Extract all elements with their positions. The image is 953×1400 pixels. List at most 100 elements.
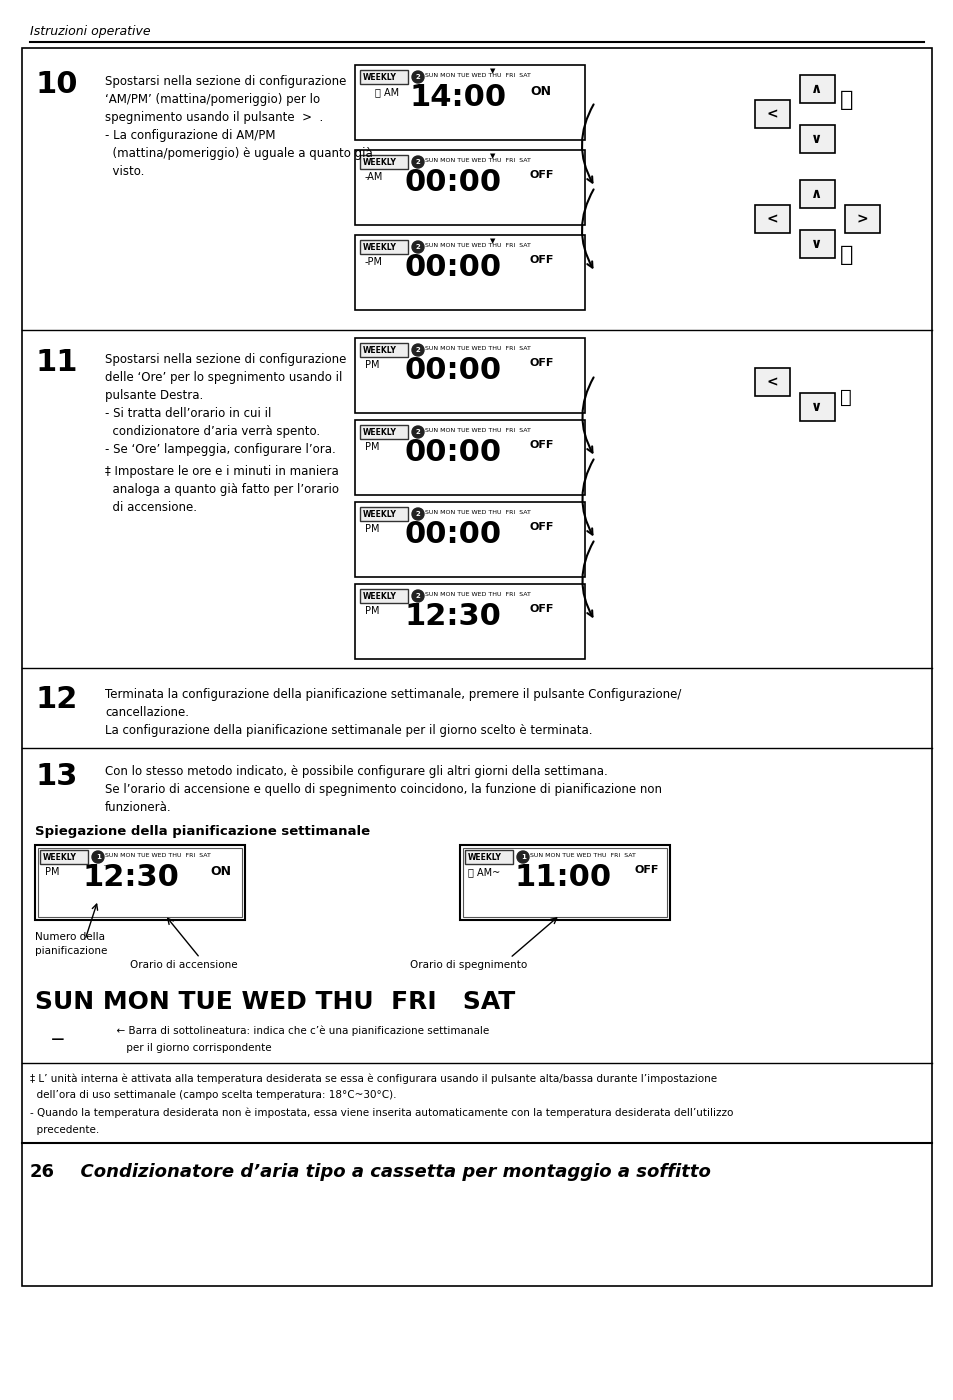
Text: 2: 2 <box>416 74 420 80</box>
Circle shape <box>412 155 423 168</box>
Bar <box>800 125 834 153</box>
Text: SUN MON TUE WED THU  FRI  SAT: SUN MON TUE WED THU FRI SAT <box>424 510 530 515</box>
Text: SUN MON TUE WED THU  FRI  SAT: SUN MON TUE WED THU FRI SAT <box>424 592 530 596</box>
Text: ̲̲̲̲̲: ̲̲̲̲̲ <box>35 1021 64 1040</box>
Text: PM: PM <box>365 606 379 616</box>
Text: Condizionatore d’aria tipo a cassetta per montaggio a soffitto: Condizionatore d’aria tipo a cassetta pe… <box>68 1163 710 1182</box>
Bar <box>754 368 789 396</box>
Text: Terminata la configurazione della pianificazione settimanale, premere il pulsant: Terminata la configurazione della pianif… <box>105 687 680 701</box>
Text: 26: 26 <box>30 1163 55 1182</box>
Text: Con lo stesso metodo indicato, è possibile configurare gli altri giorni della se: Con lo stesso metodo indicato, è possibi… <box>105 764 607 778</box>
Text: WEEKLY: WEEKLY <box>363 244 396 252</box>
Text: di accensione.: di accensione. <box>105 501 196 514</box>
Text: ← Barra di sottolineatura: indica che c’è una pianificazione settimanale: ← Barra di sottolineatura: indica che c’… <box>110 1025 489 1036</box>
Text: Istruzioni operative: Istruzioni operative <box>30 25 151 38</box>
Text: PM: PM <box>365 360 379 370</box>
Text: 12: 12 <box>35 685 77 714</box>
Text: WEEKLY: WEEKLY <box>468 853 501 862</box>
Text: condizionatore d’aria verrà spento.: condizionatore d’aria verrà spento. <box>105 426 320 438</box>
Circle shape <box>412 508 423 519</box>
Text: ∨: ∨ <box>810 400 821 414</box>
Text: SUN MON TUE WED THU  FRI  SAT: SUN MON TUE WED THU FRI SAT <box>530 853 636 858</box>
Bar <box>359 426 408 440</box>
Text: >: > <box>855 211 867 225</box>
Bar <box>359 343 408 357</box>
Text: OFF: OFF <box>530 603 554 615</box>
Bar <box>38 848 242 917</box>
Text: 2: 2 <box>416 594 420 599</box>
Bar <box>355 420 584 496</box>
Text: ON: ON <box>210 865 231 878</box>
Text: pulsante Destra.: pulsante Destra. <box>105 389 203 402</box>
Text: OFF: OFF <box>530 522 554 532</box>
Bar <box>800 181 834 209</box>
Text: dell’ora di uso settimanale (campo scelta temperatura: 18°C~30°C).: dell’ora di uso settimanale (campo scelt… <box>30 1091 396 1100</box>
Text: PM: PM <box>45 867 59 876</box>
Bar <box>22 48 931 1287</box>
Bar <box>355 150 584 225</box>
Text: WEEKLY: WEEKLY <box>363 510 396 519</box>
Circle shape <box>412 426 423 438</box>
Bar <box>359 155 408 169</box>
Text: Orario di spegnimento: Orario di spegnimento <box>410 960 527 970</box>
Text: WEEKLY: WEEKLY <box>363 73 396 83</box>
Bar <box>359 507 408 521</box>
Text: 👆: 👆 <box>840 245 853 265</box>
Circle shape <box>412 71 423 83</box>
Text: 👆: 👆 <box>840 388 851 407</box>
Bar <box>800 76 834 104</box>
Text: 2: 2 <box>416 428 420 435</box>
Text: WEEKLY: WEEKLY <box>363 592 396 601</box>
Text: 1: 1 <box>520 854 525 860</box>
Text: 2: 2 <box>416 347 420 353</box>
Text: 10: 10 <box>35 70 77 99</box>
Bar <box>35 846 245 920</box>
Text: 1: 1 <box>96 854 101 860</box>
Text: visto.: visto. <box>105 165 144 178</box>
Text: _ _ _ _: _ _ _ _ <box>103 860 119 865</box>
Text: - Se ‘Ore’ lampeggia, configurare l’ora.: - Se ‘Ore’ lampeggia, configurare l’ora. <box>105 442 335 456</box>
Text: ‡ L’ unità interna è attivata alla temperatura desiderata se essa è configurara : ‡ L’ unità interna è attivata alla tempe… <box>30 1072 717 1084</box>
Text: 14:00: 14:00 <box>410 83 507 112</box>
Circle shape <box>412 241 423 253</box>
Bar <box>40 850 88 864</box>
Bar <box>359 589 408 603</box>
Text: 00:00: 00:00 <box>405 438 501 468</box>
Text: OFF: OFF <box>530 169 554 181</box>
Bar <box>355 337 584 413</box>
Bar <box>355 503 584 577</box>
Text: WEEKLY: WEEKLY <box>43 853 77 862</box>
Circle shape <box>412 344 423 356</box>
Text: OFF: OFF <box>530 358 554 368</box>
Bar <box>355 235 584 309</box>
Text: ‘AM/PM’ (mattina/pomeriggio) per lo: ‘AM/PM’ (mattina/pomeriggio) per lo <box>105 92 320 106</box>
Bar <box>800 393 834 421</box>
Text: -AM: -AM <box>365 172 383 182</box>
Text: 👆: 👆 <box>840 90 853 111</box>
Text: 2: 2 <box>416 511 420 517</box>
Text: 12:30: 12:30 <box>405 602 501 631</box>
Text: ON: ON <box>530 85 551 98</box>
Text: 11:00: 11:00 <box>515 862 612 892</box>
Text: - Quando la temperatura desiderata non è impostata, essa viene inserita automati: - Quando la temperatura desiderata non è… <box>30 1107 733 1119</box>
Circle shape <box>517 851 529 862</box>
Text: ‡ Impostare le ore e i minuti in maniera: ‡ Impostare le ore e i minuti in maniera <box>105 465 338 477</box>
Bar <box>359 239 408 253</box>
Text: SUN MON TUE WED THU  FRI  SAT: SUN MON TUE WED THU FRI SAT <box>424 158 530 162</box>
Text: SUN MON TUE WED THU  FRI  SAT: SUN MON TUE WED THU FRI SAT <box>424 428 530 433</box>
Text: ∨: ∨ <box>810 132 821 146</box>
Circle shape <box>412 589 423 602</box>
Text: SUN MON TUE WED THU  FRI  SAT: SUN MON TUE WED THU FRI SAT <box>424 73 530 78</box>
Text: per il giorno corrispondente: per il giorno corrispondente <box>110 1043 272 1053</box>
Text: delle ‘Ore’ per lo spegnimento usando il: delle ‘Ore’ per lo spegnimento usando il <box>105 371 342 384</box>
Text: 00:00: 00:00 <box>405 253 501 281</box>
Bar <box>800 230 834 258</box>
Text: cancellazione.: cancellazione. <box>105 706 189 720</box>
Text: ∧: ∧ <box>810 83 821 97</box>
Text: OFF: OFF <box>530 440 554 449</box>
Text: ▼: ▼ <box>490 69 495 74</box>
Text: ▼: ▼ <box>490 153 495 160</box>
Text: precedente.: precedente. <box>30 1126 99 1135</box>
Circle shape <box>91 851 104 862</box>
Text: funzionerà.: funzionerà. <box>105 801 172 813</box>
